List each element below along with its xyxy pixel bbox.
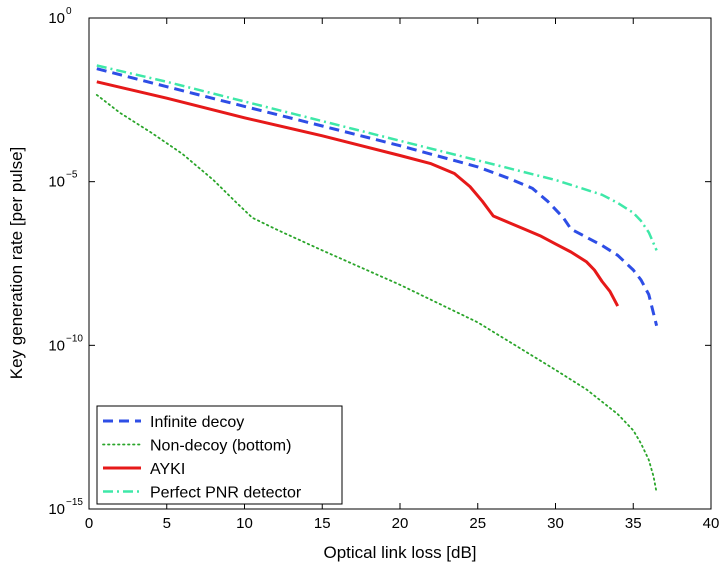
legend: Infinite decoy Non-decoy (bottom) AYKI Perf… [96, 405, 343, 505]
y-axis-label: Key generation rate [per pulse] [7, 147, 26, 379]
x-tick-label: 25 [469, 515, 486, 532]
legend-label-4: Perfect PNR detector [150, 485, 302, 502]
x-axis-label: Optical link loss [dB] [323, 543, 476, 562]
legend-label-2: Non-decoy (bottom) [150, 438, 291, 455]
legend-label-1: Infinite decoy [150, 414, 244, 431]
x-tick-label: 40 [703, 515, 720, 532]
series-line-3 [96, 80, 620, 307]
series-line-1 [96, 67, 659, 327]
y-tick-exponent: −5 [66, 170, 78, 181]
y-tick-label: 10 [48, 174, 65, 191]
y-tick-label: 10 [48, 337, 65, 354]
y-tick-exponent: 0 [66, 6, 72, 17]
x-tick-label: 0 [85, 515, 93, 532]
x-tick-label: 30 [547, 515, 564, 532]
series-line-4 [96, 64, 658, 251]
x-tick-label: 5 [163, 515, 171, 532]
x-tick-label: 15 [314, 515, 331, 532]
x-tick-labels: 0 5 10 15 20 25 30 35 40 [85, 515, 720, 532]
y-tick-label: 10 [48, 501, 65, 518]
y-tick-exponent: −15 [66, 497, 83, 508]
x-tick-label: 35 [625, 515, 642, 532]
y-tick-exponent: −10 [66, 333, 83, 344]
x-tick-label: 20 [392, 515, 409, 532]
series-line-2 [95, 94, 658, 494]
series-layer [95, 64, 659, 494]
legend-label-3: AYKI [150, 461, 185, 478]
x-tick-label: 10 [236, 515, 253, 532]
y-tick-label: 10 [48, 10, 65, 27]
